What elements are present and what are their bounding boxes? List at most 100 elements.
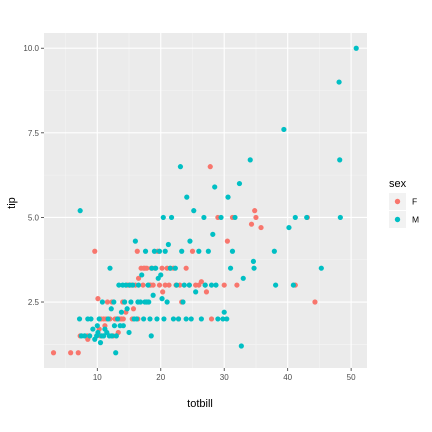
data-point-m xyxy=(213,282,219,288)
data-point-m xyxy=(232,214,238,221)
data-point-m xyxy=(337,214,343,221)
data-point-f xyxy=(312,299,318,305)
data-point-f xyxy=(159,265,165,271)
x-tick-label: 30 xyxy=(220,373,229,382)
data-point-m xyxy=(111,299,117,305)
data-point-f xyxy=(198,279,204,285)
data-point-m xyxy=(82,333,88,339)
data-point-f xyxy=(258,224,264,231)
data-point-f xyxy=(224,238,230,244)
data-point-m xyxy=(139,272,145,278)
legend-item-f: F xyxy=(389,193,417,210)
data-point-m xyxy=(142,248,149,254)
data-point-m xyxy=(271,248,277,254)
data-point-m xyxy=(175,316,182,322)
data-point-m xyxy=(123,282,129,288)
data-point-f xyxy=(221,282,227,288)
data-point-m xyxy=(150,292,156,298)
data-point-m xyxy=(225,194,231,200)
data-point-m xyxy=(196,248,202,254)
data-point-m xyxy=(141,316,147,322)
data-point-m xyxy=(105,316,111,322)
data-point-f xyxy=(92,248,98,254)
legend-item-m: M xyxy=(389,211,419,228)
legend: sex F M xyxy=(389,178,419,228)
data-point-f xyxy=(134,248,140,254)
data-point-m xyxy=(116,282,122,288)
data-point-m xyxy=(227,265,234,271)
data-point-f xyxy=(248,221,255,227)
data-point-m xyxy=(137,299,144,305)
data-point-m xyxy=(198,316,204,322)
data-point-m xyxy=(205,248,211,254)
data-point-m xyxy=(149,265,155,271)
data-point-m xyxy=(135,282,142,288)
data-point-f xyxy=(75,350,81,356)
data-point-m xyxy=(128,299,134,305)
data-point-m xyxy=(221,309,227,315)
data-point-m xyxy=(95,329,101,336)
data-point-m xyxy=(167,265,173,271)
y-tick-label: 7.5 xyxy=(28,129,40,138)
data-point-m xyxy=(229,248,236,254)
data-point-m xyxy=(146,299,152,305)
data-point-m xyxy=(188,316,194,322)
legend-title: sex xyxy=(389,178,407,190)
data-point-m xyxy=(107,265,113,271)
x-tick-label: 40 xyxy=(283,373,292,382)
x-axis-ticks: 10 20 30 40 50 xyxy=(93,368,356,382)
data-point-f xyxy=(160,289,166,295)
data-point-m xyxy=(218,214,224,221)
data-point-m xyxy=(147,316,153,322)
data-point-m xyxy=(180,299,186,305)
data-point-m xyxy=(118,309,125,315)
data-point-m xyxy=(165,241,171,248)
data-point-m xyxy=(238,343,244,349)
data-point-m xyxy=(108,306,114,312)
data-point-m xyxy=(201,214,207,221)
data-point-f xyxy=(50,350,57,356)
data-point-m xyxy=(179,248,185,254)
data-point-m xyxy=(126,329,132,336)
y-axis-title: tip xyxy=(6,197,18,209)
data-point-m xyxy=(113,350,119,356)
data-point-m xyxy=(88,316,94,322)
data-point-m xyxy=(161,316,167,322)
data-point-m xyxy=(96,316,102,322)
data-point-m xyxy=(87,333,93,339)
data-point-m xyxy=(164,299,170,305)
data-point-m xyxy=(156,248,163,254)
data-point-m xyxy=(224,316,230,322)
x-axis-title: totbill xyxy=(187,398,213,410)
data-point-m xyxy=(183,316,189,322)
data-point-m xyxy=(184,194,190,200)
data-point-m xyxy=(186,282,192,288)
data-point-f xyxy=(253,214,259,221)
data-point-f xyxy=(203,289,210,295)
data-point-m xyxy=(336,79,342,85)
data-point-f xyxy=(130,306,137,312)
data-point-m xyxy=(353,45,359,51)
data-point-m xyxy=(109,333,115,339)
data-point-f xyxy=(156,282,163,288)
data-point-m xyxy=(130,282,136,288)
y-tick-label: 5.0 xyxy=(28,213,40,222)
data-point-m xyxy=(292,214,298,221)
data-point-f xyxy=(207,164,213,170)
data-point-f xyxy=(140,282,146,288)
data-point-m xyxy=(286,224,292,231)
data-point-m xyxy=(318,265,324,271)
data-point-m xyxy=(145,282,151,288)
data-point-m xyxy=(215,316,221,322)
data-point-m xyxy=(113,333,119,339)
data-point-m xyxy=(134,316,140,322)
data-point-m xyxy=(120,323,126,329)
data-point-m xyxy=(202,282,208,288)
data-point-m xyxy=(337,157,343,163)
data-point-m xyxy=(251,265,257,271)
data-point-f xyxy=(183,265,189,271)
data-point-m xyxy=(174,282,180,288)
data-point-m xyxy=(132,238,138,244)
data-point-m xyxy=(162,248,168,254)
